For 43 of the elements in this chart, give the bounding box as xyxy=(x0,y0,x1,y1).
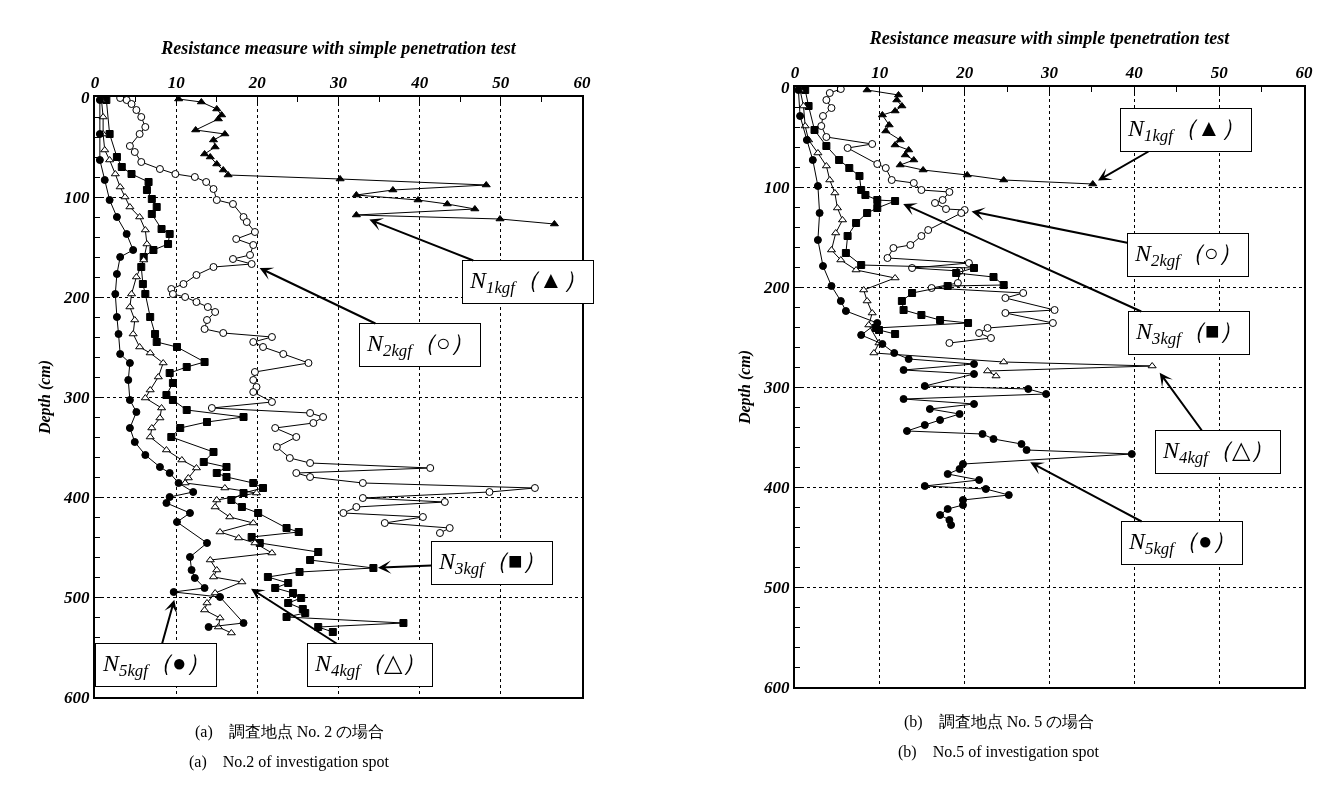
x-tick-label: 40 xyxy=(1124,63,1144,83)
annotation: N$_{5kgf}$（●） xyxy=(102,650,211,681)
x-tick-label: 10 xyxy=(167,73,186,93)
y-tick-label: 500 xyxy=(764,577,791,597)
x-tick-label: 60 xyxy=(1295,63,1313,83)
y-tick-label: 500 xyxy=(64,587,91,607)
x-tick-label: 40 xyxy=(410,73,429,93)
y-tick-label: 100 xyxy=(64,187,91,207)
annotation: N$_{2kgf}$（○） xyxy=(1134,240,1243,271)
x-axis-title: Resistance measure with simple tpenetration test xyxy=(868,27,1231,48)
x-axis-title: Resistance measure with simple penetration test xyxy=(160,37,517,58)
y-tick-label: 300 xyxy=(63,387,91,407)
y-tick-label: 400 xyxy=(63,487,91,507)
annotation: N$_{5kgf}$（●） xyxy=(1128,528,1237,559)
text: (b) 調査地点 No. 5 の場合 xyxy=(904,713,1095,731)
x-tick-label: 20 xyxy=(247,73,267,93)
x-tick-label: 30 xyxy=(1040,63,1059,83)
x-tick-label: 50 xyxy=(1210,63,1229,83)
y-tick-label: 200 xyxy=(763,277,791,297)
y-axis-title: Depth (cm) xyxy=(36,359,55,436)
annotation: N$_{3kgf}$（■） xyxy=(1135,318,1244,349)
x-tick-label: 50 xyxy=(492,73,510,93)
text: (a) No.2 of investigation spot xyxy=(189,753,390,771)
x-tick-label: 20 xyxy=(955,63,974,83)
annotation: N$_{4kgf}$（△） xyxy=(314,650,427,681)
annotation: N$_{3kgf}$（■） xyxy=(438,548,547,579)
y-tick-label: 200 xyxy=(63,287,91,307)
x-tick-label: 30 xyxy=(329,73,348,93)
text: (b) No.5 of investigation spot xyxy=(898,743,1100,761)
x-tick-label: 10 xyxy=(871,63,889,83)
y-tick-label: 100 xyxy=(764,177,791,197)
y-axis-title: Depth (cm) xyxy=(736,349,755,426)
y-tick-label: 400 xyxy=(763,477,791,497)
y-tick-label: 600 xyxy=(764,677,791,697)
annotation: N$_{2kgf}$（○） xyxy=(366,330,475,361)
y-tick-label: 300 xyxy=(763,377,791,397)
y-tick-label: 0 xyxy=(81,87,91,107)
text: (a) 調査地点 No. 2 の場合 xyxy=(195,723,385,741)
annotation: N$_{4kgf}$（△） xyxy=(1162,437,1275,468)
x-tick-label: 60 xyxy=(573,73,591,93)
annotation: N$_{1kgf}$（▲） xyxy=(469,267,587,298)
y-tick-label: 600 xyxy=(64,687,91,707)
annotation: N$_{1kgf}$（▲） xyxy=(1127,115,1245,146)
